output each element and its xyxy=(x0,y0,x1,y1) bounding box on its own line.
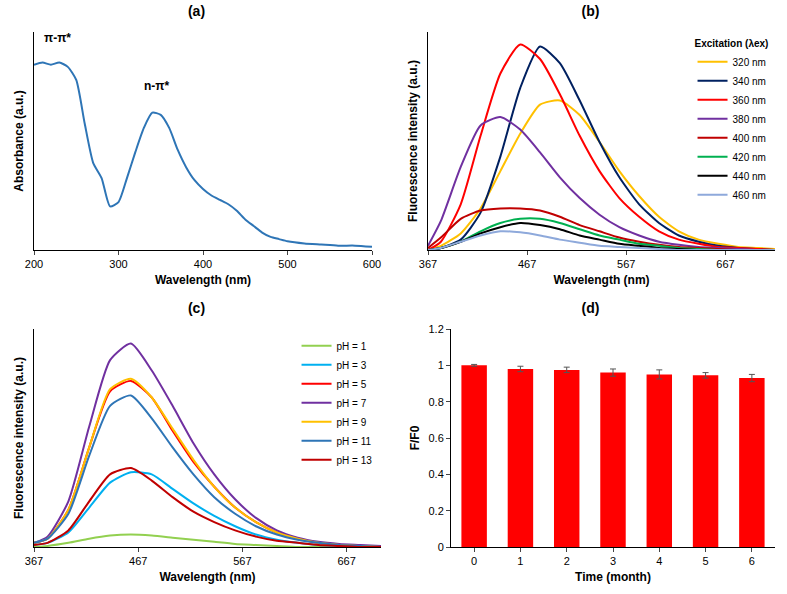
svg-text:pH = 13: pH = 13 xyxy=(337,455,373,466)
svg-text:pH = 5: pH = 5 xyxy=(337,379,367,390)
svg-text:0.8: 0.8 xyxy=(429,396,444,408)
svg-text:367: 367 xyxy=(419,258,437,270)
svg-text:Absorbance (a.u.): Absorbance (a.u.) xyxy=(12,90,26,191)
svg-text:667: 667 xyxy=(337,555,355,567)
svg-text:340 nm: 340 nm xyxy=(733,76,766,87)
svg-text:(b): (b) xyxy=(582,3,600,19)
svg-text:367: 367 xyxy=(25,555,43,567)
svg-text:200: 200 xyxy=(25,258,43,270)
svg-text:Time (month): Time (month) xyxy=(575,570,651,584)
svg-text:6: 6 xyxy=(749,555,755,567)
svg-text:0: 0 xyxy=(438,541,444,553)
svg-text:380 nm: 380 nm xyxy=(733,114,766,125)
svg-text:π-π*: π-π* xyxy=(44,31,71,45)
svg-text:400 nm: 400 nm xyxy=(733,133,766,144)
svg-text:(c): (c) xyxy=(188,300,205,316)
svg-text:360 nm: 360 nm xyxy=(733,95,766,106)
svg-text:Wavelength (nm): Wavelength (nm) xyxy=(155,273,251,287)
svg-text:567: 567 xyxy=(617,258,635,270)
svg-text:pH = 11: pH = 11 xyxy=(337,436,372,447)
svg-text:0.4: 0.4 xyxy=(429,468,444,480)
svg-text:Wavelength (nm): Wavelength (nm) xyxy=(159,570,255,584)
svg-text:320 nm: 320 nm xyxy=(733,57,766,68)
svg-text:1: 1 xyxy=(517,555,523,567)
svg-text:pH = 9: pH = 9 xyxy=(337,417,367,428)
svg-text:500: 500 xyxy=(278,258,296,270)
svg-text:467: 467 xyxy=(518,258,536,270)
svg-text:467: 467 xyxy=(129,555,147,567)
svg-text:F/F0: F/F0 xyxy=(408,425,422,450)
svg-text:pH = 1: pH = 1 xyxy=(337,341,367,352)
svg-text:4: 4 xyxy=(656,555,662,567)
svg-text:0.2: 0.2 xyxy=(429,505,444,517)
svg-text:1.2: 1.2 xyxy=(429,323,444,335)
svg-text:400: 400 xyxy=(194,258,212,270)
svg-text:567: 567 xyxy=(233,555,251,567)
svg-text:pH = 3: pH = 3 xyxy=(337,360,367,371)
svg-text:420 nm: 420 nm xyxy=(733,152,766,163)
svg-text:n-π*: n-π* xyxy=(144,79,170,93)
svg-text:pH = 7: pH = 7 xyxy=(337,398,367,409)
svg-text:0.6: 0.6 xyxy=(429,432,444,444)
svg-text:300: 300 xyxy=(109,258,127,270)
svg-text:Excitation (λex): Excitation (λex) xyxy=(695,38,769,49)
svg-text:667: 667 xyxy=(716,258,734,270)
svg-text:Wavelength (nm): Wavelength (nm) xyxy=(553,273,649,287)
svg-text:0: 0 xyxy=(471,555,477,567)
svg-text:(d): (d) xyxy=(582,300,600,316)
svg-text:440 nm: 440 nm xyxy=(733,171,766,182)
svg-text:600: 600 xyxy=(363,258,381,270)
svg-text:Fluorescence intensity (a.u.): Fluorescence intensity (a.u.) xyxy=(406,60,420,222)
svg-text:(a): (a) xyxy=(188,3,205,19)
svg-text:Fluorescence intensity (a.u.): Fluorescence intensity (a.u.) xyxy=(12,357,26,519)
svg-text:2: 2 xyxy=(564,555,570,567)
svg-text:1: 1 xyxy=(438,359,444,371)
svg-text:460 nm: 460 nm xyxy=(733,190,766,201)
svg-text:5: 5 xyxy=(703,555,709,567)
svg-text:3: 3 xyxy=(610,555,616,567)
